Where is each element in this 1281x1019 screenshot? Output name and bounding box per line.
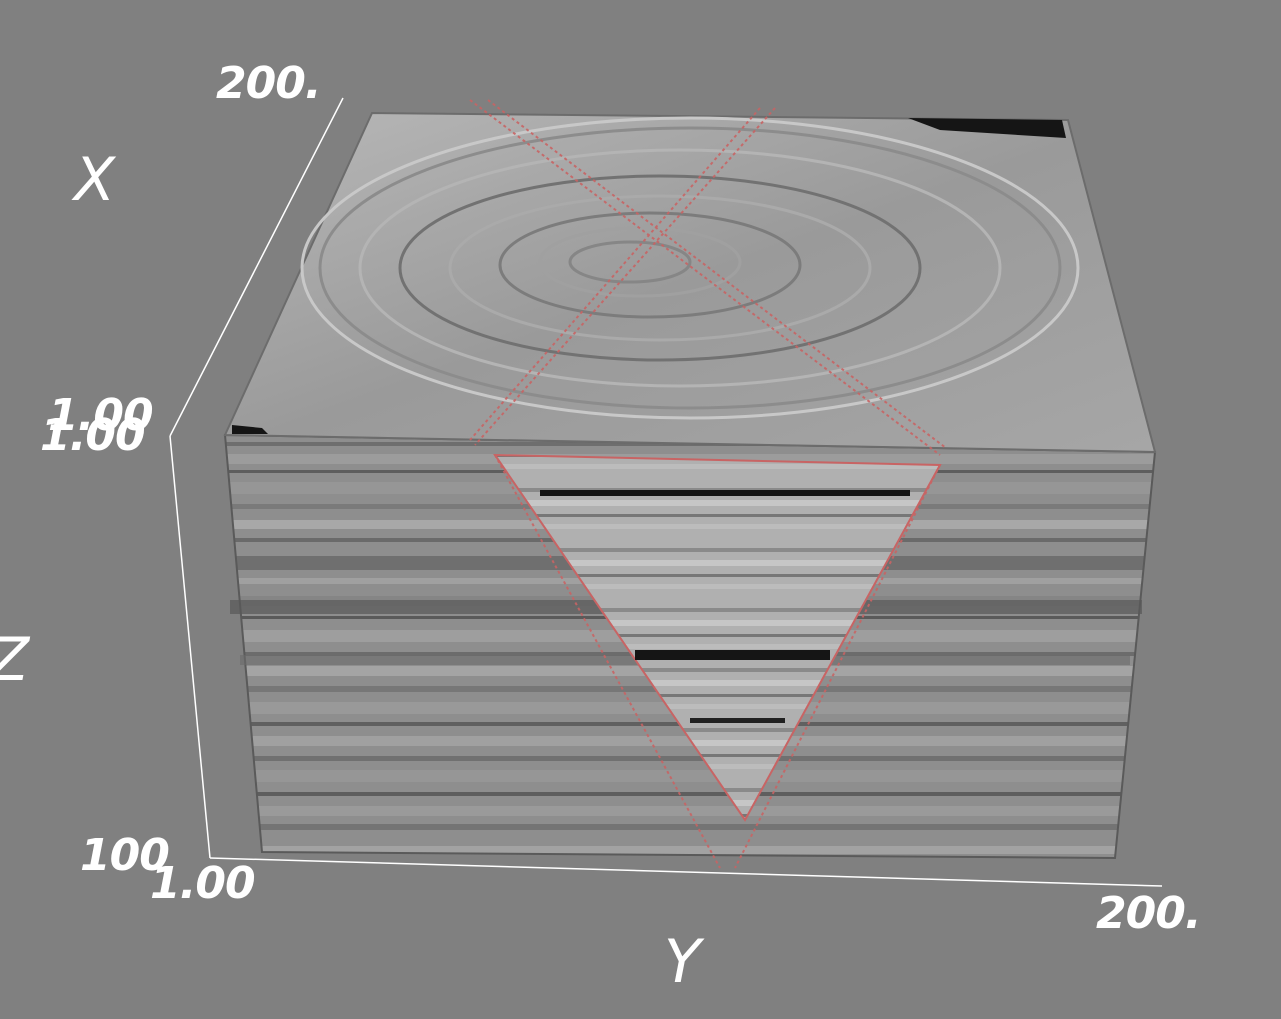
- axis-lines: [169, 97, 1163, 887]
- y-axis-max-label: 200.: [1096, 888, 1202, 939]
- z-axis-min-label: 1.00: [40, 410, 146, 461]
- x-axis-max-label: 200.: [216, 58, 322, 109]
- x-axis-min-label: 1.00: [48, 390, 154, 441]
- x-axis-title: X: [74, 145, 116, 215]
- y-axis-title: Y: [664, 927, 701, 997]
- z-axis-max-label: 100: [80, 830, 170, 881]
- oblique-slice-planes: [469, 99, 947, 869]
- y-axis-min-label: 1.00: [150, 858, 256, 909]
- volume-top-face: [223, 111, 1157, 454]
- z-axis-title: Z: [0, 630, 29, 690]
